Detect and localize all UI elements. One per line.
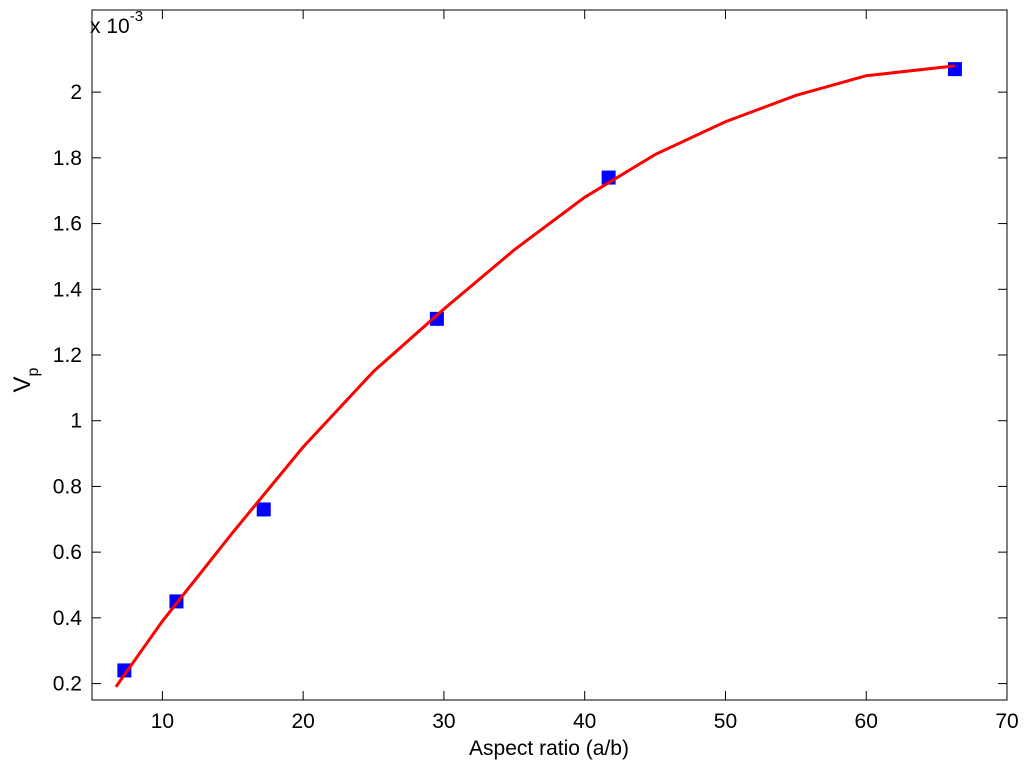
exponent-base: x 10 — [90, 15, 130, 38]
y-tick-label: 1.8 — [53, 147, 82, 170]
x-tick-label: 30 — [432, 710, 455, 733]
x-tick-label: 10 — [151, 710, 174, 733]
y-tick-label: 1.6 — [53, 213, 82, 236]
exponent-power: -3 — [130, 8, 143, 25]
y-tick-label: 2 — [70, 81, 82, 104]
data-point — [117, 663, 132, 678]
y-tick-label: 1 — [70, 410, 82, 433]
y-tick-label: 1.2 — [53, 344, 82, 367]
y-label-main: V — [9, 376, 36, 392]
x-tick-label: 20 — [291, 710, 314, 733]
x-axis-label: Aspect ratio (a/b) — [469, 737, 629, 760]
y-tick-label: 0.2 — [53, 673, 82, 696]
y-axis-label: Vp — [9, 367, 42, 392]
x-tick-label: 70 — [995, 710, 1018, 733]
data-point — [947, 62, 962, 77]
x-tick-label: 50 — [714, 710, 737, 733]
axis-exponent: x 10-3 — [90, 8, 143, 38]
fit-curve — [114, 64, 956, 688]
x-tick-label: 40 — [573, 710, 596, 733]
y-tick-label: 1.4 — [53, 278, 83, 301]
y-label-sub: p — [25, 367, 42, 376]
y-tick-label: 0.6 — [53, 541, 82, 564]
y-tick-label: 0.4 — [53, 607, 83, 630]
y-tick-label: 0.8 — [53, 475, 82, 498]
data-point — [429, 311, 444, 326]
data-point — [256, 502, 271, 517]
x-tick-label: 60 — [855, 710, 878, 733]
